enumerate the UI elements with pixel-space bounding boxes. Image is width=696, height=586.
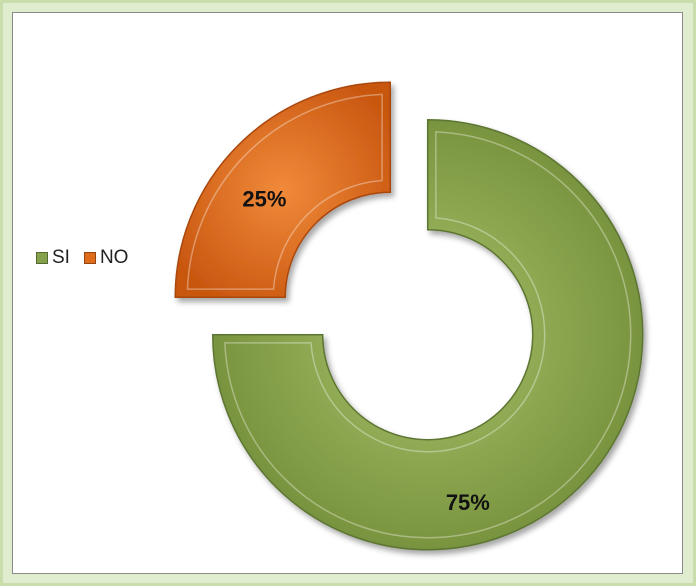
legend-item-si: SI [36, 247, 70, 269]
legend-item-no: NO [83, 247, 129, 269]
slice-si [211, 118, 644, 551]
legend-label-no: NO [99, 247, 129, 268]
data-label-no: 25% [242, 186, 286, 211]
legend-swatch-no [83, 252, 96, 264]
legend-label-si: SI [52, 247, 70, 268]
slice-bevel-si [224, 131, 632, 539]
legend-swatch-si [36, 252, 48, 264]
data-label-si: 75% [446, 490, 490, 515]
slice-bevel-no [186, 93, 383, 290]
legend: SI NO [36, 247, 128, 269]
slice-no [174, 81, 392, 299]
